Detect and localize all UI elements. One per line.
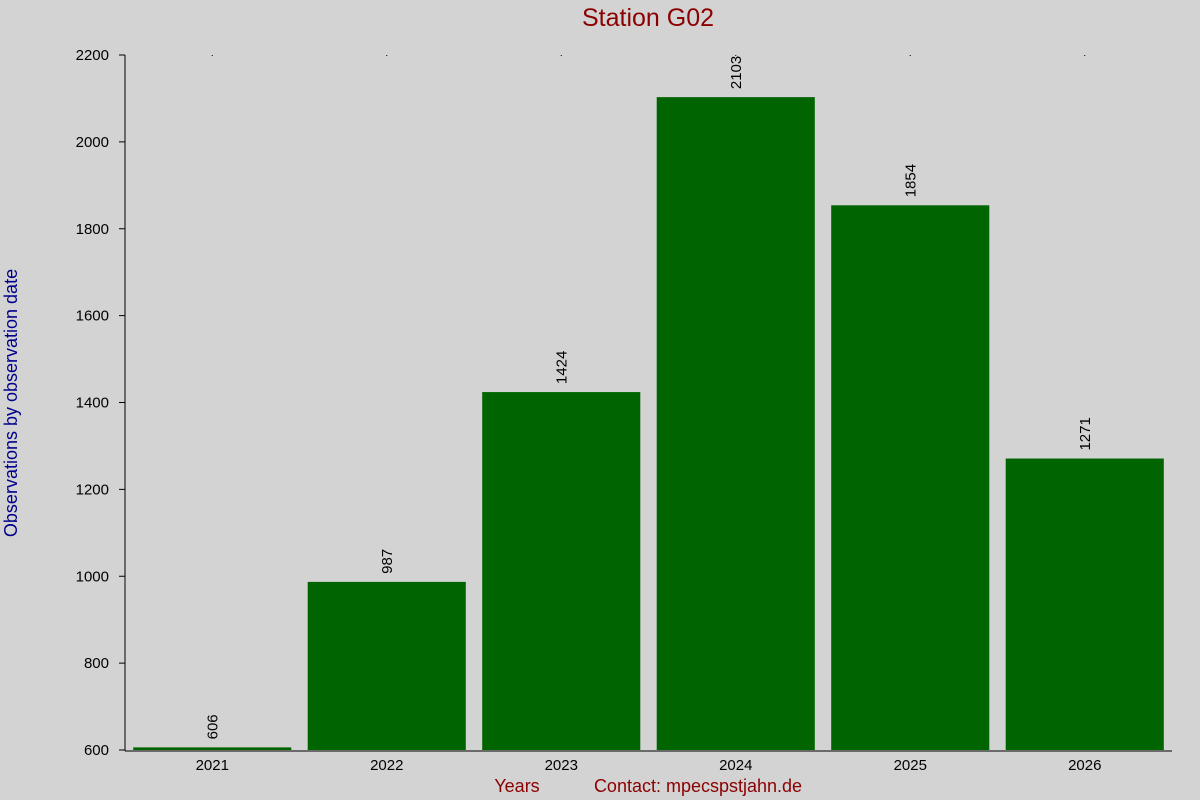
value-label: 606 [204, 714, 221, 739]
bar [1005, 458, 1164, 750]
x-tick-label: 2022 [370, 757, 403, 774]
y-tick-label: 2200 [76, 47, 109, 64]
bar [482, 392, 641, 750]
y-tick-label: 1000 [76, 568, 109, 585]
annotation: Contact: mpecspstjahn.de [594, 776, 802, 796]
bar [307, 581, 466, 750]
y-tick-label: 800 [84, 655, 109, 672]
y-tick-label: 1800 [76, 221, 109, 238]
x-axis-label: Years [494, 776, 539, 796]
value-label: 1854 [902, 164, 919, 197]
y-axis-label: Observations by observation date [1, 269, 21, 537]
value-label: 1271 [1077, 417, 1094, 450]
y-tick-label: 1200 [76, 481, 109, 498]
x-tick-label: 2023 [545, 757, 578, 774]
y-tick-label: 1600 [76, 308, 109, 325]
x-tick-label: 2021 [196, 757, 229, 774]
chart-title: Station G02 [582, 4, 714, 32]
bar [831, 205, 990, 750]
bar [656, 97, 815, 750]
bar [133, 747, 292, 750]
x-tick-label: 2026 [1068, 757, 1101, 774]
x-tick-label: 2025 [894, 757, 927, 774]
y-tick-label: 600 [84, 742, 109, 759]
value-label: 1424 [553, 351, 570, 384]
value-label: 2103 [728, 56, 745, 89]
x-tick-label: 2024 [719, 757, 752, 774]
y-tick-label: 2000 [76, 134, 109, 151]
value-label: 987 [379, 549, 396, 574]
y-tick-label: 1400 [76, 395, 109, 412]
